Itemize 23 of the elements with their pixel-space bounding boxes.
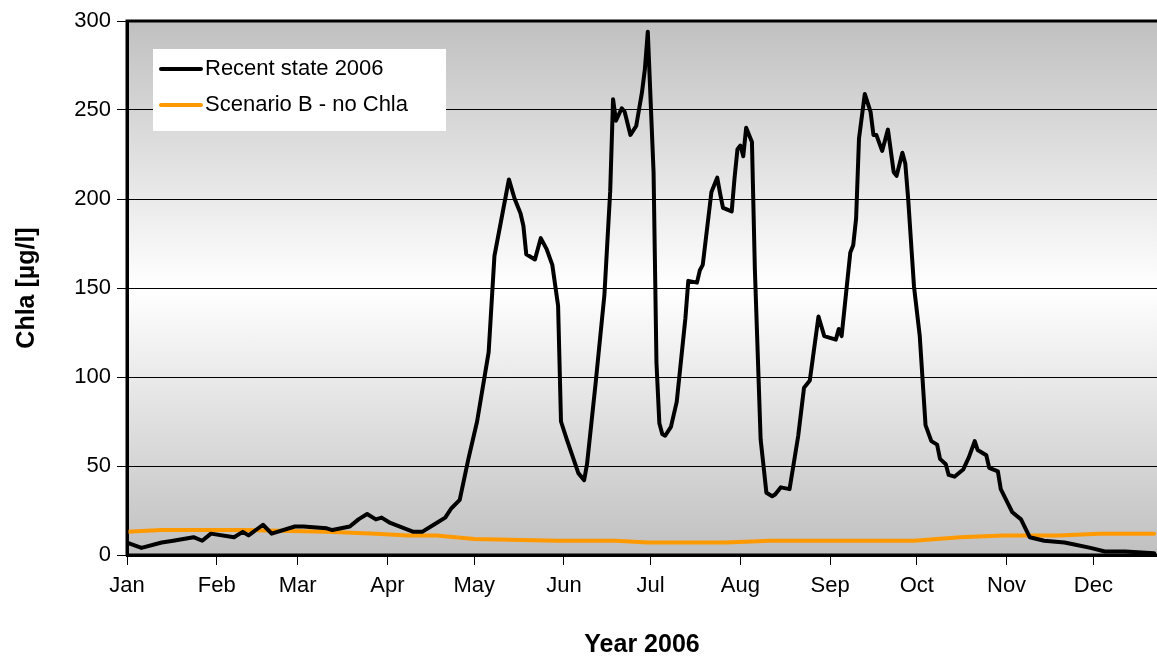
- legend-label: Recent state 2006: [205, 55, 384, 81]
- y-tick-label: 150: [74, 274, 111, 300]
- y-tick-label: 250: [74, 96, 111, 122]
- x-tick-label: Jul: [636, 572, 665, 598]
- x-tick-label: Jan: [109, 572, 145, 598]
- x-tick-label: Jun: [546, 572, 582, 598]
- x-axis-title: Year 2006: [584, 628, 700, 657]
- x-tick-label: May: [453, 572, 495, 598]
- x-tick-label: Dec: [1073, 572, 1113, 598]
- x-tick-label: Apr: [370, 572, 405, 598]
- x-tick-label: Nov: [986, 572, 1027, 598]
- x-tick-label: Aug: [720, 572, 760, 598]
- y-tick-label: 200: [74, 185, 111, 211]
- y-axis-title: Chla [µg/l]: [10, 227, 39, 349]
- y-tick-label: 50: [86, 452, 111, 478]
- x-tick-label: Oct: [899, 572, 934, 598]
- x-tick-label: Feb: [197, 572, 236, 598]
- x-tick-label: Sep: [810, 572, 850, 598]
- legend-label: Scenario B - no Chla: [205, 91, 409, 117]
- y-tick-label: 0: [98, 541, 111, 567]
- y-tick-label: 300: [74, 7, 111, 33]
- y-tick-label: 100: [74, 363, 111, 389]
- x-tick-label: Mar: [278, 572, 317, 598]
